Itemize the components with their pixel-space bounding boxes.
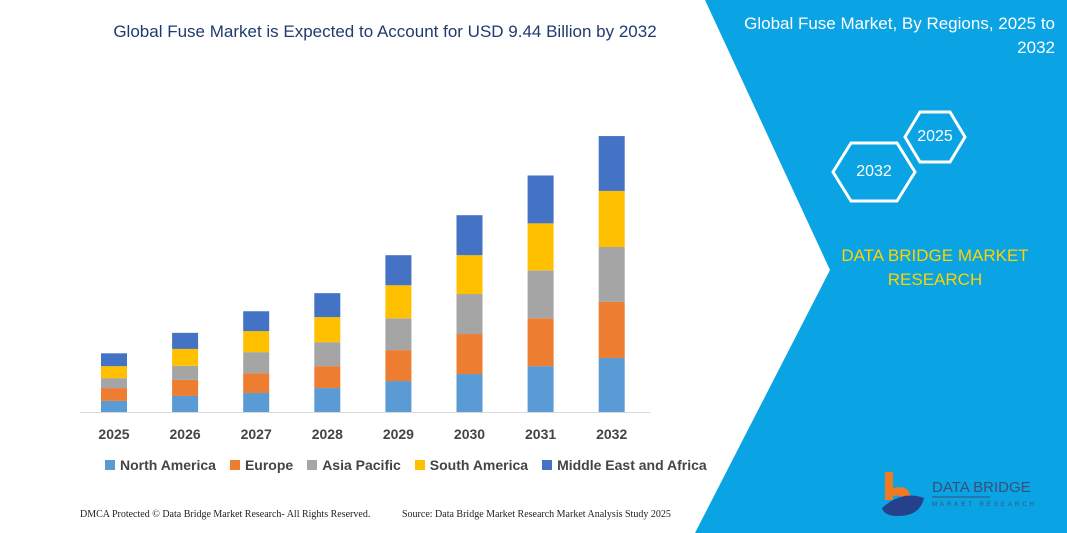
legend-swatch: [105, 460, 115, 470]
legend-item: Middle East and Africa: [542, 457, 707, 473]
bar-segment: [527, 270, 554, 319]
legend-swatch: [229, 460, 240, 470]
bar-segment: [598, 136, 625, 191]
x-tick-label: 2025: [98, 426, 129, 442]
bar-segment: [456, 334, 483, 375]
bar-segment: [243, 393, 270, 412]
x-tick-label: 2027: [241, 426, 272, 442]
legend-swatch: [542, 460, 553, 470]
bar-segment: [314, 293, 341, 318]
bar-segment: [456, 215, 483, 256]
bar-segment: [314, 342, 341, 367]
svg-text:MARKET RESEARCH: MARKET RESEARCH: [932, 502, 1037, 508]
bar-segment: [385, 350, 412, 382]
bar-segment: [101, 388, 127, 401]
bar-segment: [101, 400, 127, 412]
bar-segment: [385, 285, 412, 319]
legend-swatch: [307, 460, 318, 470]
brand-text: DATA BRIDGE MARKET RESEARCH: [841, 246, 1029, 289]
bar-segment: [314, 317, 341, 343]
bar-segment: [243, 331, 270, 353]
bar-segment: [243, 311, 270, 332]
bar-segment: [385, 318, 412, 351]
bar-segment: [172, 365, 199, 380]
legend-item: Asia Pacific: [307, 457, 401, 473]
bar-segment: [172, 332, 199, 349]
hexagon-2025: [903, 110, 967, 164]
x-tick-label: 2029: [383, 426, 414, 442]
legend-label: Asia Pacific: [322, 457, 401, 473]
footer-copyright: DMCA Protected © Data Bridge Market Rese…: [80, 509, 371, 520]
bar-segment: [598, 247, 625, 302]
legend: North America Europe Asia Pacific South Ame…: [105, 457, 707, 473]
legend-label: Middle East and Africa: [557, 457, 707, 473]
hexagon-2025-label: 2025: [917, 128, 953, 145]
chart-title: Global Fuse Market is Expected to Accoun…: [113, 22, 657, 41]
bar-segment: [385, 381, 412, 412]
legend-item: Europe: [229, 457, 294, 473]
bar-segment: [527, 318, 554, 367]
x-tick-label: 2026: [170, 426, 201, 442]
x-tick-label: 2032: [596, 426, 627, 442]
bar-segment: [101, 353, 127, 367]
bar-segment: [456, 374, 483, 412]
bar-segment: [527, 366, 554, 412]
hexagon-2032: [831, 141, 917, 203]
footer-source: Source: Data Bridge Market Research Mark…: [402, 509, 671, 520]
bar-segment: [101, 366, 127, 379]
bar-segment: [598, 357, 625, 412]
bar-segment: [172, 379, 199, 396]
bar-segment: [172, 348, 199, 366]
bar-segment: [243, 352, 270, 374]
bar-segment: [172, 395, 199, 412]
bar-segment: [314, 388, 341, 412]
legend-item: South America: [414, 457, 529, 473]
bar-segment: [385, 255, 412, 286]
bar-segment: [527, 175, 554, 224]
bar-segment: [314, 366, 341, 389]
bar-segment: [598, 301, 625, 358]
x-tick-label: 2031: [525, 426, 556, 442]
legend-label: Europe: [244, 457, 294, 473]
bar-segment: [101, 378, 127, 389]
legend-label: South America: [429, 457, 529, 473]
legend-swatch: [414, 460, 425, 470]
bar-segment: [243, 373, 270, 394]
x-tick-label: 2028: [312, 426, 343, 442]
hexagon-2032-label: 2032: [856, 163, 892, 180]
bar-segment: [456, 255, 483, 295]
svg-text:DATA BRIDGE: DATA BRIDGE: [932, 479, 1031, 496]
legend-item: North America: [105, 457, 216, 473]
stacked-bar-chart: 2025 2026 2027 2028 2029 2030 2031 2032: [80, 136, 650, 442]
panel-title: Global Fuse Market, By Regions, 2025 to …: [744, 14, 1055, 57]
bar-segment: [456, 294, 483, 335]
bar-segment: [598, 190, 625, 248]
legend-label: North America: [120, 457, 216, 473]
data-bridge-logo: DATA BRIDGE MARKET RESEARCH: [882, 472, 1037, 516]
bar-segment: [527, 223, 554, 271]
x-tick-label: 2030: [454, 426, 485, 442]
